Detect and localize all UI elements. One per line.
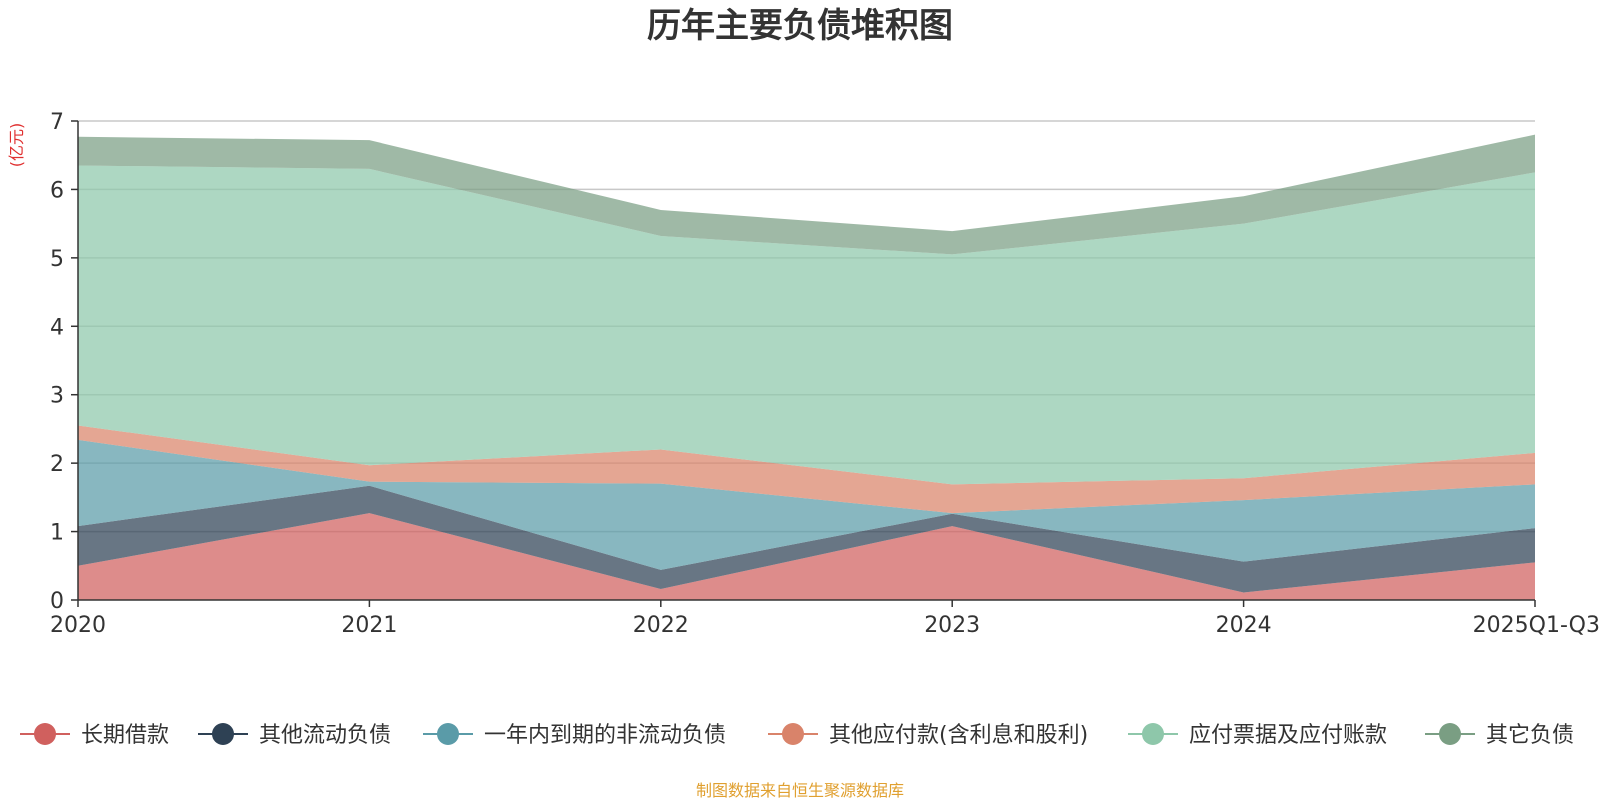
- area-series-4: [78, 425, 1535, 514]
- legend-label: 其他应付款(含利息和股利): [829, 723, 1088, 748]
- legend-label: 长期借款: [81, 723, 169, 748]
- x-tick-label: 2025Q1-Q3: [1473, 613, 1600, 638]
- legend-marker: [782, 723, 804, 745]
- chart-title: 历年主要负债堆积图: [647, 6, 953, 46]
- stacked-areas: [78, 134, 1535, 600]
- legend-item-6[interactable]: 其它负债: [1425, 723, 1574, 748]
- data-source-note: 制图数据来自恒生聚源数据库: [696, 781, 904, 800]
- x-tick-label: 2021: [341, 613, 397, 638]
- area-series-5: [78, 165, 1535, 485]
- y-tick-label: 1: [50, 521, 64, 546]
- y-tick-label: 0: [50, 589, 64, 614]
- axes: 0 1 2 3 4 5 6 7 2020 2021 2022 2023 2024 2025Q1-Q3: [50, 110, 1600, 638]
- legend-marker: [1142, 723, 1164, 745]
- area-series-2: [78, 485, 1535, 593]
- legend[interactable]: 长期借款 其他流动负债 一年内到期的非流动负债 其他应付款(含利息和股利) 应付票据及应…: [20, 723, 1574, 748]
- legend-marker: [34, 723, 56, 745]
- legend-item-2[interactable]: 其他流动负债: [198, 723, 391, 748]
- legend-item-5[interactable]: 应付票据及应付账款: [1128, 723, 1387, 748]
- legend-label: 其他流动负债: [259, 723, 391, 748]
- x-tick-label: 2024: [1216, 613, 1272, 638]
- x-tick-label: 2020: [50, 613, 106, 638]
- y-tick-label: 5: [50, 247, 64, 272]
- legend-marker: [437, 723, 459, 745]
- x-tick-label: 2023: [924, 613, 980, 638]
- legend-marker: [212, 723, 234, 745]
- legend-item-3[interactable]: 一年内到期的非流动负债: [423, 723, 726, 748]
- area-series-6: [78, 134, 1535, 255]
- y-tick-label: 2: [50, 452, 64, 477]
- y-tick-label: 3: [50, 384, 64, 409]
- y-tick-label: 4: [50, 315, 64, 340]
- legend-marker: [1439, 723, 1461, 745]
- y-axis-unit-label: (亿元): [7, 123, 26, 168]
- legend-item-1[interactable]: 长期借款: [20, 723, 169, 748]
- y-tick-label: 7: [50, 110, 64, 135]
- legend-label: 应付票据及应付账款: [1189, 723, 1387, 748]
- area-series-1: [78, 513, 1535, 600]
- legend-item-4[interactable]: 其他应付款(含利息和股利): [768, 723, 1088, 748]
- legend-label: 其它负债: [1486, 723, 1574, 748]
- y-tick-label: 6: [50, 178, 64, 203]
- legend-label: 一年内到期的非流动负债: [484, 723, 726, 748]
- x-tick-label: 2022: [633, 613, 689, 638]
- area-series-3: [78, 439, 1535, 570]
